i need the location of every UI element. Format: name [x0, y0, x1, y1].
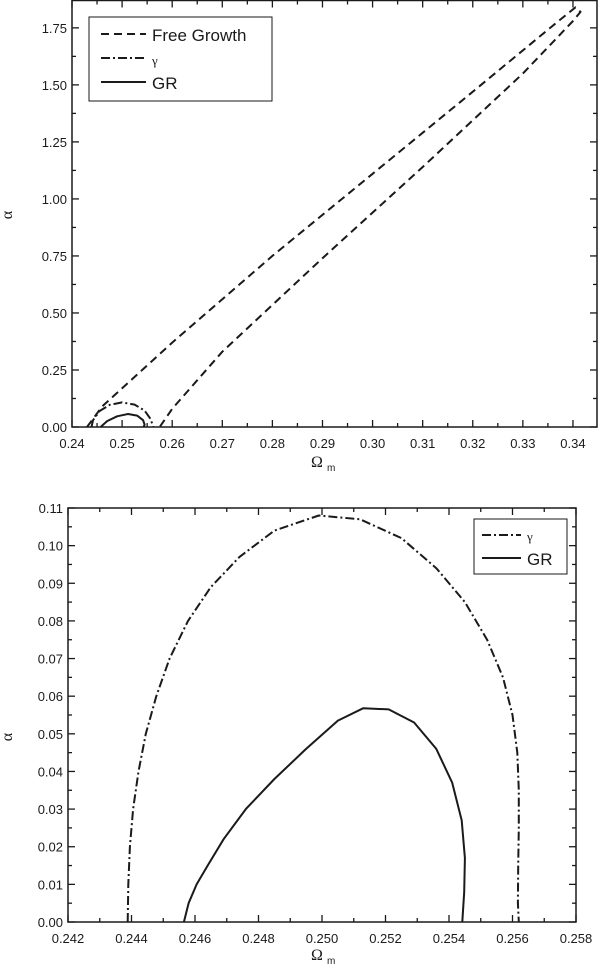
x-tick-label: 0.27: [210, 436, 235, 451]
x-tick-label: 0.250: [306, 931, 339, 946]
top-panel: 0.24 0.25 0.26 0.27 0.28 0.29 0.30 0.31 0.32 0.33…: [0, 0, 598, 474]
y-tick-label: 0.10: [38, 539, 63, 554]
y-tick-label: 0.00: [38, 915, 63, 930]
top-plot-frame: [71, 0, 598, 428]
y-tick-label: 0.00: [42, 420, 67, 435]
top-y-axis-label: α: [0, 210, 16, 219]
x-tick-label: 0.28: [260, 436, 285, 451]
y-tick-label: 0.01: [38, 877, 63, 892]
curve-gr: [182, 707, 466, 923]
x-tick-label: 0.258: [560, 931, 593, 946]
y-tick-label: 1.00: [42, 192, 67, 207]
bottom-legend-box: [473, 518, 568, 575]
y-tick-label: 0.75: [42, 249, 67, 264]
x-tick-label: 0.30: [360, 436, 385, 451]
x-tick-label: 0.252: [369, 931, 402, 946]
top-y-axis: 0.00 0.25 0.50 0.75 1.00 1.25 1.50 1.75: [42, 21, 597, 435]
legend-label-gamma: γ: [526, 529, 533, 544]
y-tick-label: 0.11: [39, 501, 63, 516]
y-tick-label: 1.50: [42, 78, 67, 93]
y-tick-label: 1.25: [42, 135, 67, 150]
y-tick-label: 0.25: [42, 363, 67, 378]
x-tick-label: 0.246: [179, 931, 212, 946]
bottom-panel: 0.242 0.244 0.246 0.248 0.250 0.252 0.254 0.256…: [0, 501, 592, 967]
x-tick-label: 0.248: [242, 931, 275, 946]
x-tick-label: 0.31: [410, 436, 435, 451]
legend-label-gr: GR: [152, 74, 178, 93]
x-tick-label: 0.34: [560, 436, 585, 451]
curve-gr: [99, 413, 146, 428]
x-tick-label: 0.254: [433, 931, 466, 946]
x-tick-label: 0.244: [115, 931, 148, 946]
bottom-x-axis-label-sub: m: [327, 956, 335, 967]
y-tick-label: 0.05: [38, 727, 63, 742]
x-tick-label: 0.32: [460, 436, 485, 451]
y-tick-label: 0.07: [38, 652, 63, 667]
curve-free-growth: [86, 6, 582, 428]
top-x-axis-label-sub: m: [327, 463, 335, 474]
x-tick-label: 0.25: [109, 436, 134, 451]
y-tick-label: 0.09: [38, 576, 63, 591]
top-plot-curves: [86, 6, 582, 428]
y-tick-label: 0.04: [38, 764, 63, 779]
x-tick-label: 0.256: [496, 931, 529, 946]
legend-label-free-growth: Free Growth: [152, 26, 246, 45]
x-tick-label: 0.24: [59, 436, 84, 451]
y-tick-label: 0.50: [42, 306, 67, 321]
y-tick-label: 1.75: [42, 21, 67, 36]
legend-label-gamma: γ: [151, 53, 158, 68]
bottom-y-axis-label: α: [0, 732, 16, 741]
y-tick-label: 0.03: [38, 802, 63, 817]
bottom-x-axis: 0.242 0.244 0.246 0.248 0.250 0.252 0.254 0.256…: [52, 508, 593, 946]
top-x-axis-label: Ω: [311, 454, 323, 471]
y-tick-label: 0.06: [38, 689, 63, 704]
curve-gamma: [90, 401, 155, 428]
x-tick-label: 0.26: [160, 436, 185, 451]
y-tick-label: 0.08: [38, 614, 63, 629]
bottom-legend: γ GR: [473, 518, 568, 575]
top-legend: Free Growth γ GR: [88, 16, 273, 102]
x-tick-label: 0.29: [310, 436, 335, 451]
bottom-x-axis-label: Ω: [311, 947, 323, 964]
x-tick-label: 0.242: [52, 931, 85, 946]
curve-gamma: [126, 514, 520, 923]
legend-label-gr: GR: [527, 550, 553, 569]
bottom-y-axis: 0.00 0.01 0.02 0.03 0.04 0.05 0.06 0.07 0.08 0.09…: [38, 501, 576, 930]
x-tick-label: 0.33: [510, 436, 535, 451]
y-tick-label: 0.02: [38, 840, 63, 855]
top-x-axis: 0.24 0.25 0.26 0.27 0.28 0.29 0.30 0.31 0.32 0.33…: [59, 0, 586, 451]
bottom-plot-curves: [126, 514, 520, 923]
